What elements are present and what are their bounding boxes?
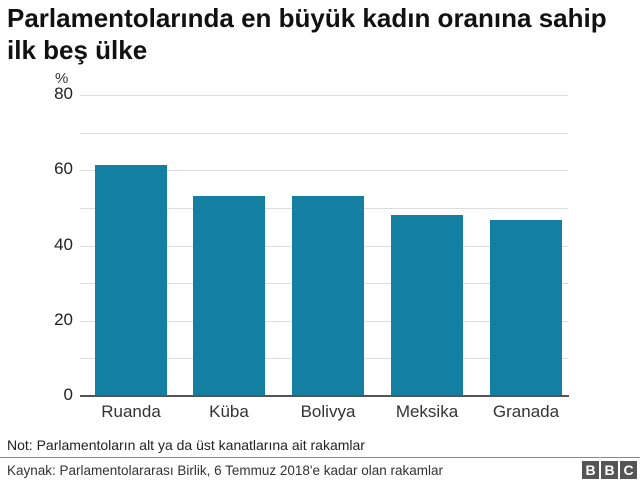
gridline xyxy=(80,95,568,96)
y-axis-unit: % xyxy=(55,70,69,87)
plot-area xyxy=(80,95,568,396)
gridline xyxy=(80,170,568,172)
bar-granada xyxy=(490,220,562,396)
y-tick-label: 80 xyxy=(54,84,73,103)
y-tick-label: 60 xyxy=(54,159,73,179)
footer-divider xyxy=(0,457,640,458)
bar-bolivya xyxy=(292,196,364,396)
chart-note: Not: Parlamentoların alt ya da üst kanat… xyxy=(7,437,365,453)
y-tick-label: 40 xyxy=(54,234,73,254)
bar-meksika xyxy=(391,214,463,396)
x-tick-label: Granada xyxy=(492,402,560,421)
gridline xyxy=(80,132,568,134)
bbc-logo-letter: B xyxy=(601,461,618,479)
y-tick-label: 20 xyxy=(54,309,73,329)
chart-source: Kaynak: Parlamentolararası Birlik, 6 Tem… xyxy=(7,463,444,478)
x-tick-label: Küba xyxy=(209,402,249,421)
chart-title: Parlamentolarında en büyük kadın oranına… xyxy=(7,3,607,65)
x-tick-label: Meksika xyxy=(395,402,459,421)
bbc-logo-letter: C xyxy=(620,461,637,479)
bar-küba xyxy=(193,195,265,396)
bbc-logo-letter: B xyxy=(582,461,599,479)
bar-ruanda xyxy=(95,165,167,396)
bbc-logo: B B C xyxy=(582,461,637,479)
x-tick-label: Ruanda xyxy=(101,402,161,421)
x-axis-baseline xyxy=(80,395,569,397)
x-tick-label: Bolivya xyxy=(300,402,356,421)
y-tick-label: 0 xyxy=(63,385,73,404)
